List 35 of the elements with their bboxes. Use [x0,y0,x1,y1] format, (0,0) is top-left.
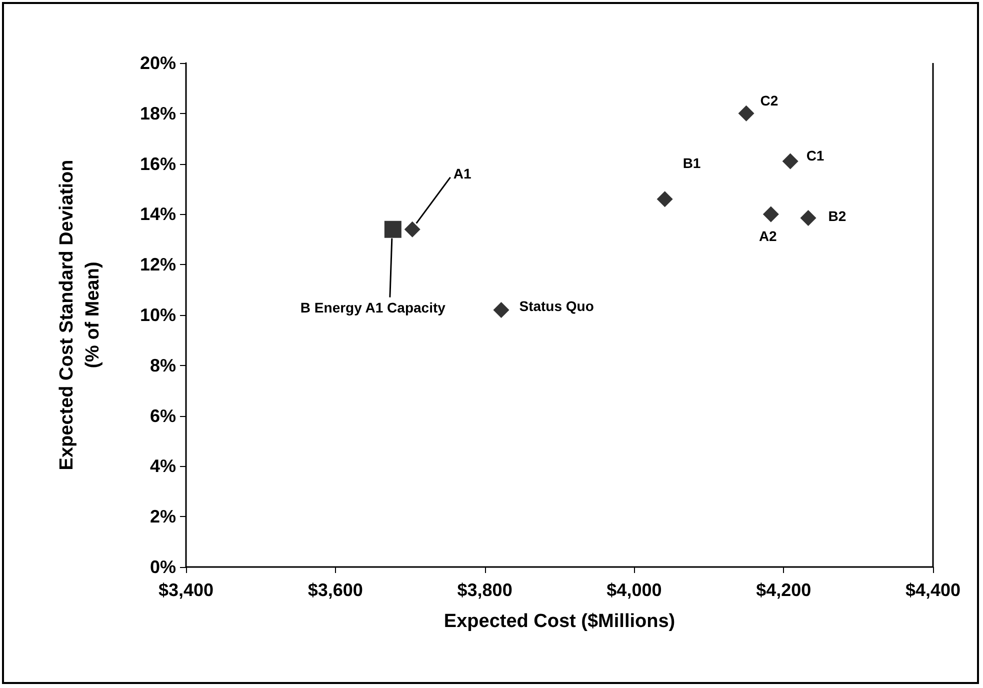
point [384,220,402,238]
y-tick-label: 0% [150,557,176,577]
y-tick-label: 4% [150,456,176,476]
x-tick-label: $4,400 [905,580,961,600]
y-tick-label: 6% [150,406,176,426]
point [782,153,798,170]
y-tick-label: 18% [140,103,176,124]
annotation: B2 [828,208,846,224]
y-tick-label: 8% [150,355,176,376]
annotation: B1 [682,155,701,172]
x-axis-title: Expected Cost ($Millions) [444,611,676,632]
point [800,210,816,226]
x-tick-label: $3,800 [457,580,512,600]
y-axis-title: Expected Cost Standard Deviation (% of Mean) [56,160,104,470]
annotation: Status Quo [519,298,594,314]
point [404,221,420,238]
point [656,191,673,208]
x-tick-label: $4,200 [756,580,812,600]
y-tick-label: 2% [150,506,176,527]
annotation: B Energy A1 Capacity [300,299,446,316]
y-tick-label: 16% [140,154,176,174]
y-tick-label: 10% [140,305,176,325]
y-tick-label: 12% [140,254,176,275]
annotation: C2 [760,92,778,108]
annotation: A2 [758,228,778,244]
x-tick-label: $3,600 [308,580,363,600]
point [762,206,779,222]
y-tick-label: 14% [140,204,176,224]
annotation: A1 [453,165,472,182]
point [493,302,510,318]
y-tick-label: 20% [140,53,176,73]
x-tick-label: $4,000 [606,580,662,600]
x-tick-label: $3,400 [158,580,214,600]
point [738,105,754,122]
annotation: C1 [806,147,824,164]
